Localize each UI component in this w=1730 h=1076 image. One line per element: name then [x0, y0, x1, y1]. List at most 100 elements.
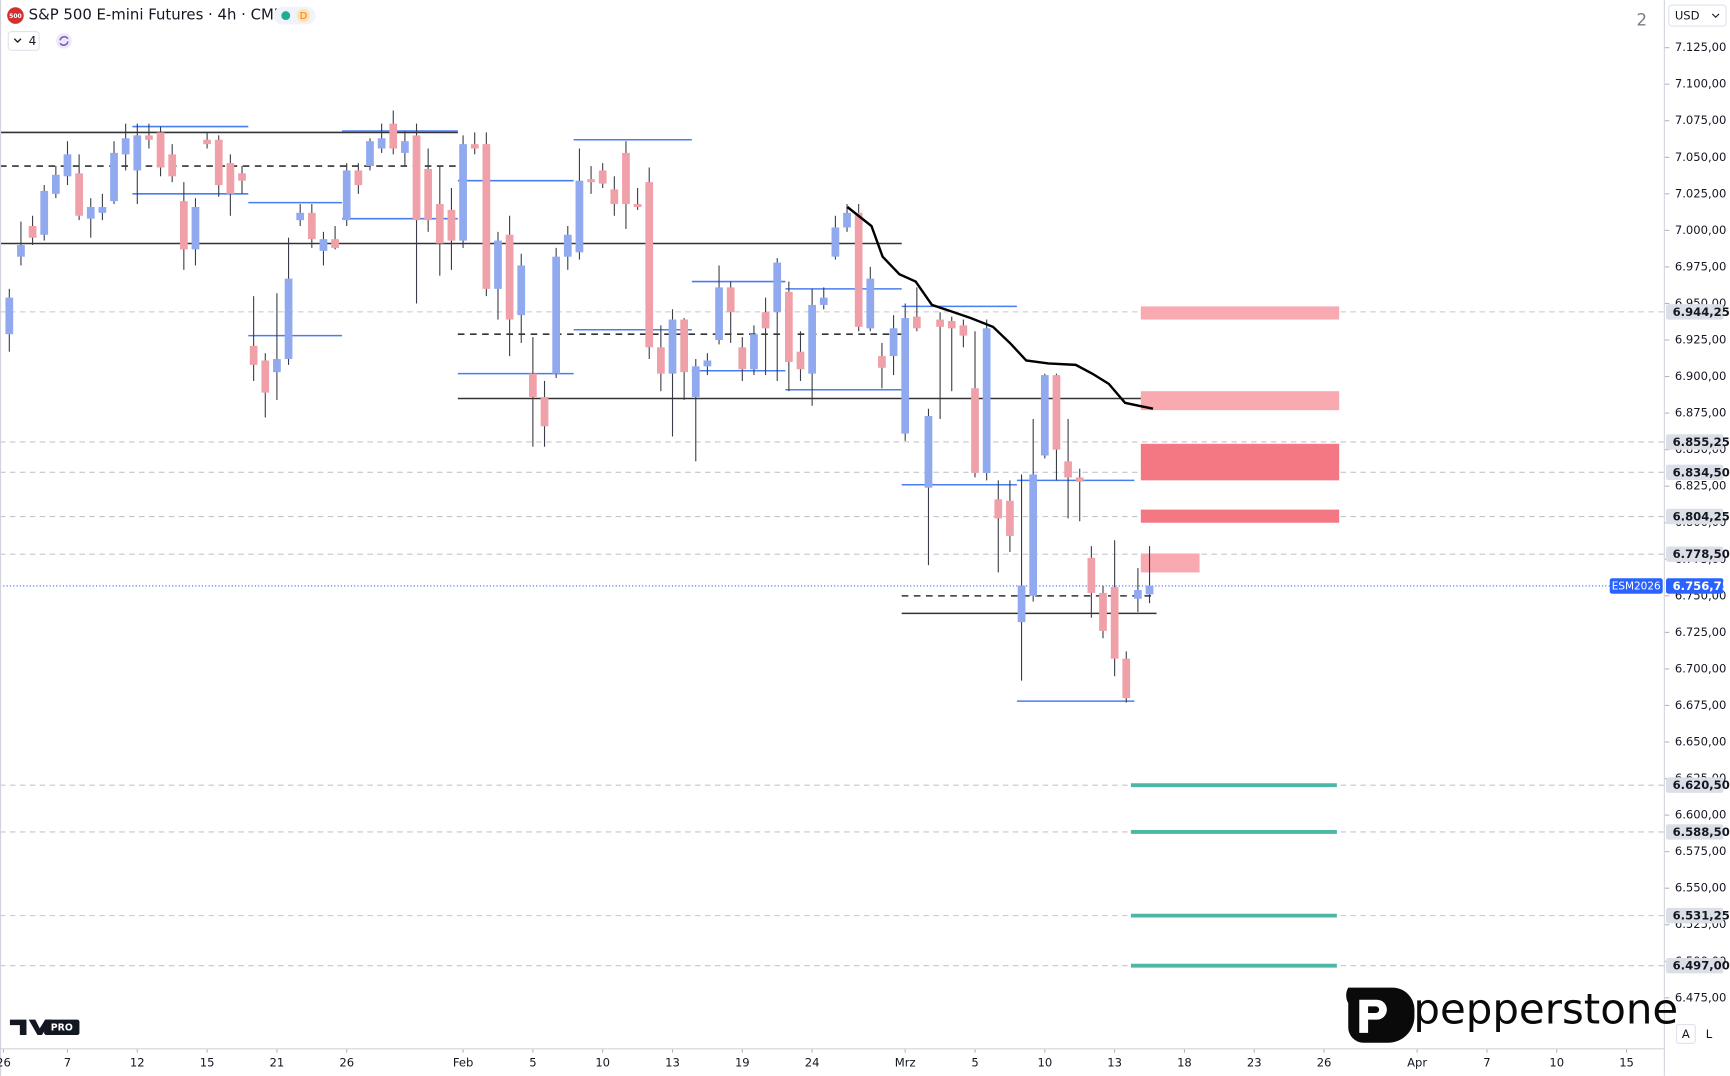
level-label-box	[1666, 957, 1724, 974]
currency-box[interactable]	[1668, 4, 1727, 27]
brand-name: pepperstone	[1413, 984, 1678, 1033]
candle-body	[587, 179, 595, 183]
candle-body	[1110, 587, 1119, 659]
y-tick-label: 6.700,00	[1675, 661, 1727, 675]
level-label-box	[1666, 907, 1724, 924]
level-label: 6.497,00	[1673, 959, 1730, 973]
candle-body	[761, 312, 770, 329]
level-label-box	[1666, 824, 1724, 840]
candle-body	[668, 319, 677, 374]
x-tick-label: 7	[64, 1056, 71, 1070]
currency-chevron	[1711, 13, 1720, 19]
y-tick-label: 7.125,00	[1675, 40, 1727, 54]
level-label-box	[1666, 434, 1724, 450]
candle-body	[878, 356, 886, 368]
candle-body	[726, 287, 735, 313]
zone	[1140, 443, 1340, 481]
plot-area	[0, 110, 1664, 968]
level-label: 6.588,50	[1673, 825, 1730, 839]
candle-body	[40, 190, 49, 235]
x-tick-label: 15	[1619, 1056, 1634, 1070]
x-tick-label: 26	[1317, 1056, 1332, 1070]
x-tick-label: 10	[595, 1056, 610, 1070]
level-label-box	[1666, 304, 1724, 320]
candle-body	[517, 265, 526, 316]
candle-body	[889, 328, 898, 357]
candle-body	[773, 262, 782, 313]
candle-body	[982, 328, 991, 474]
level-label-box	[1666, 546, 1724, 562]
zone	[1140, 553, 1200, 573]
x-tick-label: 15	[200, 1056, 215, 1070]
x-tick-label: 7	[1483, 1056, 1490, 1070]
candle-body	[947, 321, 956, 329]
y-tick-label: 7.025,00	[1675, 186, 1727, 200]
symbol-icon	[7, 7, 24, 24]
log-scale-label[interactable]: L	[1706, 1027, 1713, 1041]
candle-body	[750, 334, 758, 370]
candle-body	[854, 212, 863, 327]
candle-body	[226, 163, 235, 194]
candle-body	[482, 144, 491, 289]
x-tick-label: 21	[270, 1056, 285, 1070]
candle-body	[819, 297, 828, 305]
candle-body	[691, 366, 700, 398]
candle-body	[575, 180, 584, 253]
candle-body	[238, 173, 246, 181]
candle-body	[424, 168, 433, 221]
level-label: 6.778,50	[1673, 547, 1730, 561]
zone	[1140, 306, 1340, 320]
candle-body	[1006, 500, 1014, 536]
candle-body	[412, 135, 421, 221]
candle-body	[924, 416, 933, 488]
auto-scale-button[interactable]	[1675, 1024, 1696, 1044]
level-label: 6.531,25	[1673, 909, 1730, 923]
candle-body	[435, 204, 444, 244]
x-tick-label: 26	[339, 1056, 354, 1070]
candle-body	[389, 123, 398, 149]
level-label: 6.944,25	[1673, 305, 1730, 319]
x-tick-label: 10	[1037, 1056, 1052, 1070]
candle-body	[1040, 375, 1049, 456]
y-tick-label: 6.725,00	[1675, 625, 1727, 639]
x-tick-label: 5	[529, 1056, 536, 1070]
candle-body	[784, 291, 793, 362]
tv-logo	[9, 1019, 52, 1036]
y-tick-label: 6.900,00	[1675, 369, 1727, 383]
candle-body	[75, 173, 83, 216]
symbol-badge: 500	[9, 13, 22, 20]
candle-body	[1052, 375, 1061, 450]
candle-body	[843, 212, 851, 228]
candle-body	[459, 144, 467, 241]
candle-body	[738, 347, 747, 370]
x-tick-label: 12	[130, 1056, 145, 1070]
candle-body	[529, 373, 537, 398]
candle-body	[342, 170, 351, 221]
candle-body	[17, 244, 25, 257]
candle-body	[1122, 658, 1131, 699]
candle-body	[936, 319, 944, 327]
candle-body	[296, 212, 305, 221]
candle-body	[703, 360, 712, 367]
candle-body	[28, 225, 37, 238]
x-tick-label: 18	[1177, 1056, 1192, 1070]
candle-body	[133, 135, 142, 171]
market-open-dot	[281, 11, 291, 20]
level-label: 6.834,50	[1673, 465, 1730, 479]
candle-body	[249, 345, 258, 365]
x-tick-label: 5	[971, 1056, 978, 1070]
interval-box[interactable]	[7, 31, 40, 51]
y-tick-label: 6.675,00	[1675, 698, 1727, 712]
sync-icon-bg[interactable]	[56, 33, 72, 49]
candle-body	[470, 144, 479, 149]
y-tick-label: 6.875,00	[1675, 406, 1727, 420]
candle-body	[563, 234, 572, 257]
candle-body	[366, 141, 374, 167]
candle-body	[63, 154, 72, 177]
x-tick-label: 23	[1247, 1056, 1262, 1070]
symbol-tag-box	[1609, 578, 1663, 594]
candle-body	[1075, 477, 1084, 482]
candle-body	[1017, 585, 1026, 623]
candle-body	[110, 152, 118, 202]
x-tick-label: 10	[1549, 1056, 1564, 1070]
